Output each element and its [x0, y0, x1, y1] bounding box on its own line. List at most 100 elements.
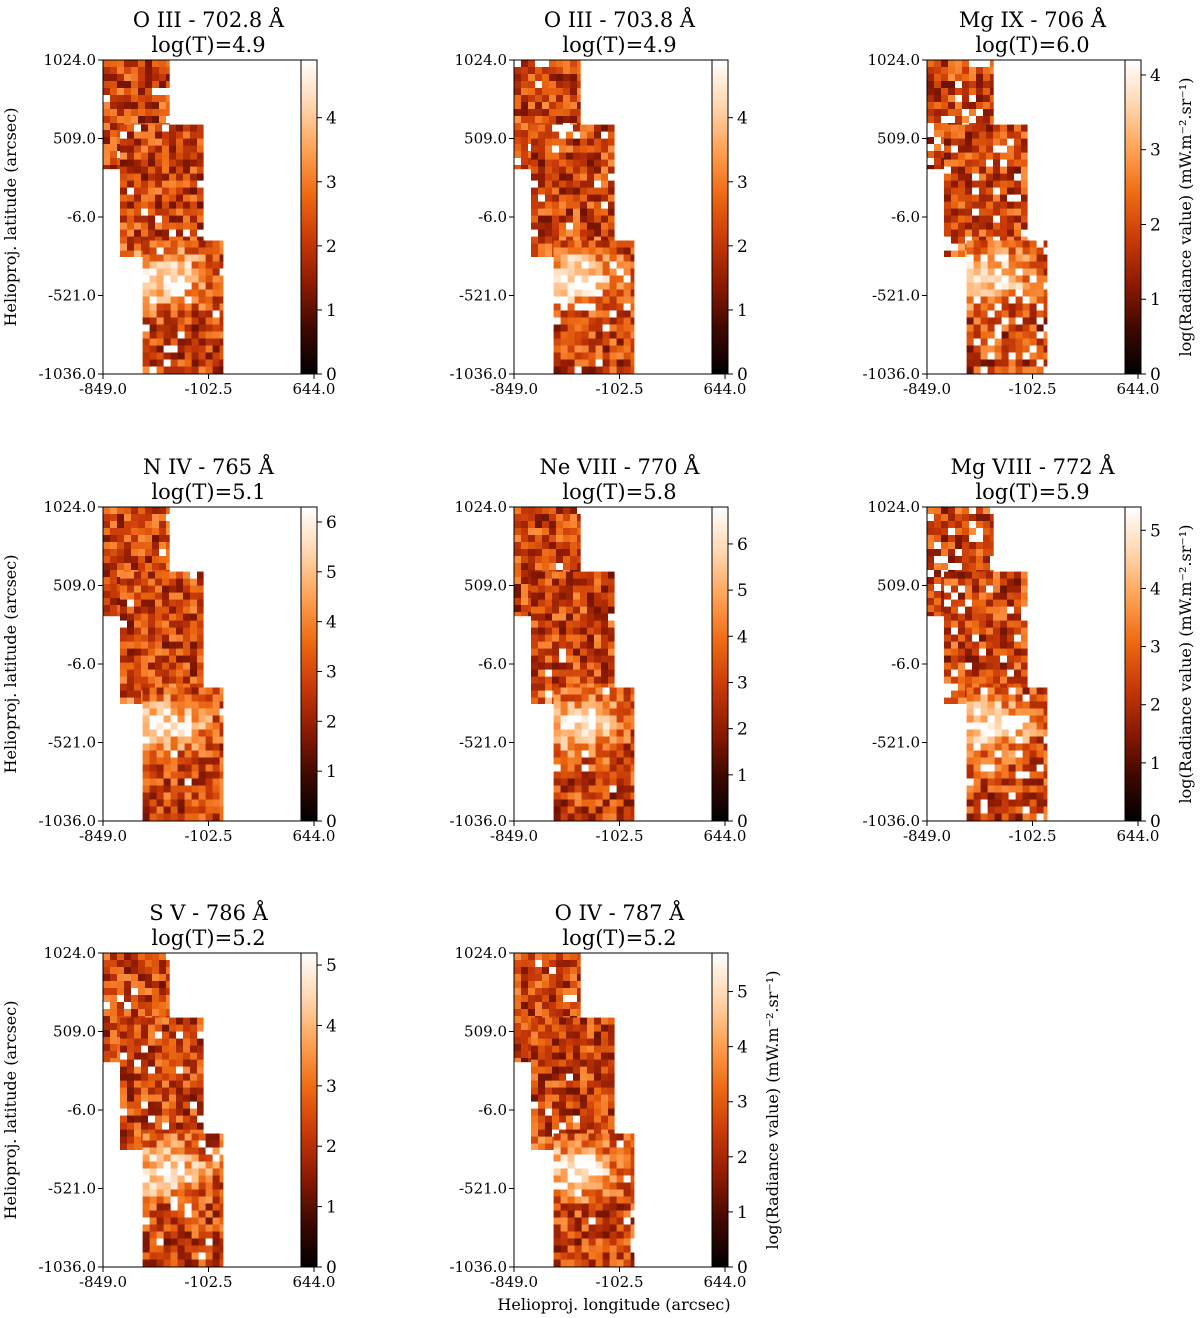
y-tick-label: 1024.0	[44, 498, 97, 516]
x-ticks: -849.0 -102.5 644.0	[79, 821, 335, 845]
y-ticks: 1024.0 509.0 -6.0 -521.0 -1036.0	[38, 944, 103, 1276]
x-tick-label: -102.5	[595, 827, 643, 845]
x-ticks: -849.0 -102.5 644.0	[79, 374, 335, 398]
x-tick-label: -102.5	[1008, 380, 1056, 398]
panels: O III - 702.8 Ålog(T)=4.91024.0509.0-6.0…	[1, 7, 1195, 1291]
panel-title: O III - 703.8 Å	[544, 7, 696, 32]
x-ticks: -849.0 -102.5 644.0	[490, 1267, 746, 1291]
panel-subtitle: log(T)=5.9	[975, 480, 1089, 504]
panel-title: Mg IX - 706 Å	[959, 7, 1107, 32]
y-tick-label: -6.0	[478, 655, 507, 673]
panel-title: Mg VIII - 772 Å	[950, 454, 1115, 479]
x-tick-label: 644.0	[704, 380, 747, 398]
y-tick-label: -6.0	[478, 208, 507, 226]
colorbar-tick-label: 3	[1150, 141, 1161, 161]
y-tick-label: -1036.0	[862, 365, 920, 383]
y-tick-label: -521.0	[48, 734, 96, 752]
colorbar-tick-label: 0	[326, 1258, 337, 1278]
colorbar-gradient	[711, 506, 729, 822]
y-ticks: 1024.0 509.0 -6.0 -521.0 -1036.0	[38, 51, 103, 383]
colorbar: 0 1 2 3 4 5	[1124, 506, 1161, 832]
colorbar-tick-label: 1	[1150, 290, 1161, 310]
y-ticks: 1024.0 509.0 -6.0 -521.0 -1036.0	[449, 498, 514, 830]
y-tick-label: 1024.0	[455, 498, 508, 516]
colorbar-tick-label: 0	[737, 812, 748, 832]
colorbar-tick-label: 3	[737, 173, 748, 193]
x-tick-label: -849.0	[490, 380, 538, 398]
colorbar-tick-label: 1	[326, 301, 337, 321]
heatmap-image	[514, 507, 635, 821]
x-ticks: -849.0 -102.5 644.0	[903, 821, 1159, 845]
colorbar-tick-label: 4	[326, 1016, 337, 1036]
colorbar-tick-label: 4	[1150, 66, 1161, 86]
colorbar-label: log(Radiance value) (mW.m⁻².sr⁻¹)	[763, 971, 782, 1250]
y-tick-label: 509.0	[464, 1023, 507, 1041]
panel-subtitle: log(T)=6.0	[975, 33, 1089, 57]
y-tick-label: -1036.0	[38, 365, 96, 383]
x-tick-label: -849.0	[79, 827, 127, 845]
x-tick-label: -102.5	[184, 1273, 232, 1291]
x-ticks: -849.0 -102.5 644.0	[490, 374, 746, 398]
y-tick-label: -1036.0	[449, 812, 507, 830]
colorbar-tick-label: 5	[1150, 521, 1161, 541]
panel-subtitle: log(T)=5.1	[151, 480, 265, 504]
y-tick-label: 1024.0	[44, 51, 97, 69]
colorbar-tick-label: 1	[737, 766, 748, 786]
y-tick-label: 509.0	[464, 130, 507, 148]
colorbar-tick-label: 0	[737, 1258, 748, 1278]
x-tick-label: -849.0	[903, 827, 951, 845]
colorbar-tick-label: 6	[737, 535, 748, 555]
colorbar-gradient	[300, 506, 318, 822]
x-tick-label: 644.0	[293, 380, 336, 398]
y-tick-label: 1024.0	[455, 51, 508, 69]
colorbar-tick-label: 2	[326, 712, 337, 732]
colorbar-tick-label: 4	[737, 109, 748, 129]
colorbar-tick-label: 2	[1150, 696, 1161, 716]
x-tick-label: -102.5	[1008, 827, 1056, 845]
x-tick-label: -102.5	[595, 380, 643, 398]
y-ticks: 1024.0 509.0 -6.0 -521.0 -1036.0	[38, 498, 103, 830]
panel-subtitle: log(T)=4.9	[151, 33, 265, 57]
shared-labels: Helioproj. longitude (arcsec)	[497, 1295, 730, 1314]
panel-subtitle: log(T)=5.8	[562, 480, 676, 504]
colorbar-tick-label: 5	[737, 983, 748, 1003]
x-tick-label: -102.5	[184, 827, 232, 845]
heatmap-image	[103, 507, 224, 821]
y-tick-label: -6.0	[67, 655, 96, 673]
heatmap-image	[103, 60, 224, 374]
panel-title: O III - 702.8 Å	[133, 7, 285, 32]
y-tick-label: -6.0	[891, 208, 920, 226]
y-tick-label: -521.0	[872, 287, 920, 305]
y-tick-label: -1036.0	[38, 1258, 96, 1276]
heatmap-image	[514, 60, 635, 374]
colorbar: 0 1 2 3 4 5	[300, 952, 337, 1278]
panel-title: O IV - 787 Å	[555, 900, 686, 925]
x-tick-label: -849.0	[79, 380, 127, 398]
colorbar-tick-label: 4	[737, 627, 748, 647]
y-tick-label: 1024.0	[455, 944, 508, 962]
y-axis-label: Helioproj. latitude (arcsec)	[1, 1001, 20, 1220]
colorbar-tick-label: 3	[326, 1077, 337, 1097]
y-ticks: 1024.0 509.0 -6.0 -521.0 -1036.0	[862, 51, 927, 383]
colorbar-tick-label: 3	[737, 1093, 748, 1113]
heatmap-image	[927, 60, 1048, 374]
colorbar: 0 1 2 3 4 5 6	[711, 506, 748, 832]
colorbar-tick-label: 2	[326, 237, 337, 257]
heatmap-image	[514, 953, 635, 1267]
panel-title: Ne VIII - 770 Å	[540, 454, 701, 479]
colorbar-tick-label: 1	[737, 301, 748, 321]
y-tick-label: -1036.0	[449, 365, 507, 383]
y-tick-label: -521.0	[48, 287, 96, 305]
y-tick-label: -1036.0	[38, 812, 96, 830]
y-tick-label: -1036.0	[862, 812, 920, 830]
colorbar-tick-label: 5	[326, 956, 337, 976]
colorbar-tick-label: 5	[737, 581, 748, 601]
y-tick-label: -6.0	[67, 1101, 96, 1119]
y-tick-label: -521.0	[459, 287, 507, 305]
y-tick-label: 1024.0	[868, 51, 921, 69]
panel-subtitle: log(T)=5.2	[562, 926, 676, 950]
